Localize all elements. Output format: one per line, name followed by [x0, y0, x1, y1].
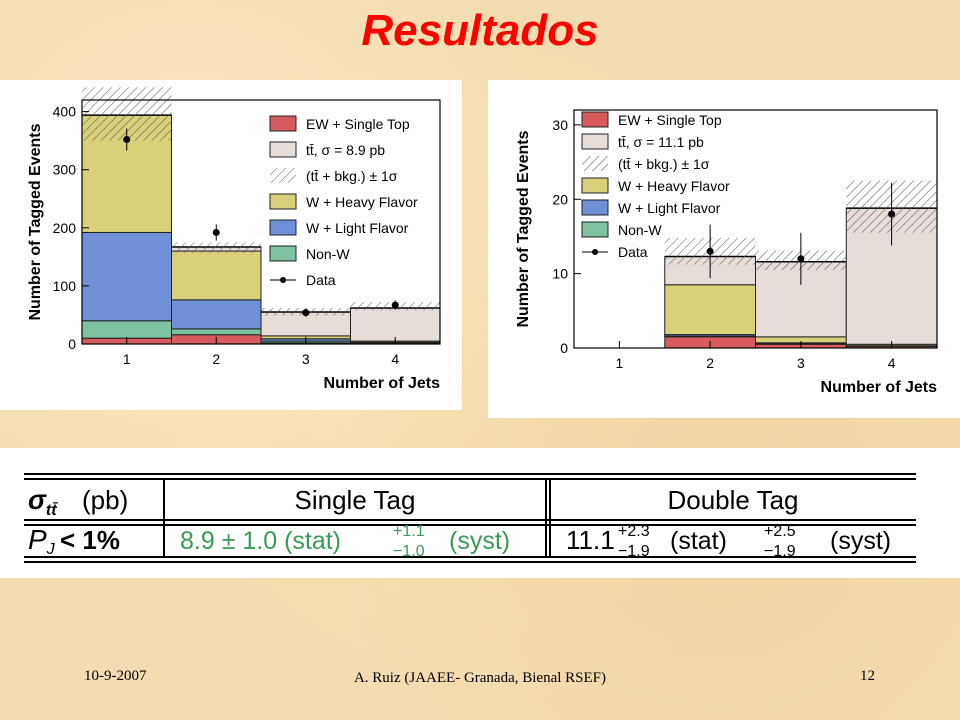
- x-tick-label: 3: [797, 355, 805, 371]
- legend-label: Non-W: [618, 222, 662, 238]
- row-pj: P: [28, 524, 47, 555]
- svg-text:σtt̄: σtt̄: [28, 485, 58, 519]
- double-stat-label: (stat): [670, 527, 727, 555]
- x-axis-label: Number of Jets: [324, 375, 441, 392]
- x-axis-label: Number of Jets: [821, 379, 938, 396]
- bar-segment: [171, 328, 262, 336]
- chart-single-tag: 0 100 200 300 400 1 2 3 4 Number of Jets Number of…: [27, 87, 441, 392]
- x-tick-label: 3: [302, 351, 310, 367]
- bar-segment: [664, 284, 756, 336]
- single-syst-label: (syst): [449, 527, 510, 555]
- legend-point-marker: [592, 249, 598, 255]
- data-point: [706, 247, 714, 255]
- legend-swatch: [269, 193, 297, 210]
- header-double-tag: Double Tag: [667, 485, 798, 515]
- row-pj-sub: J: [46, 541, 56, 558]
- y-tick-label: 100: [53, 278, 77, 294]
- results-table-box: σtt̄ (pb) Single Tag Double Tag PJ < 1% …: [0, 448, 960, 578]
- data-point: [888, 210, 896, 218]
- data-point: [302, 309, 310, 317]
- svg-text:PJ: PJ: [28, 524, 56, 558]
- double-syst-up: +2.5: [764, 523, 796, 540]
- bar-segment: [350, 307, 441, 342]
- legend-swatch: [269, 141, 297, 158]
- single-value: 8.9 ± 1.0 (stat): [180, 527, 341, 555]
- footer-date: 10-9-2007: [84, 668, 147, 684]
- data-point: [391, 301, 399, 309]
- plot-frame: [81, 99, 441, 345]
- x-tick-label: 4: [888, 355, 896, 371]
- y-tick-label: 200: [53, 220, 77, 236]
- y-tick-label: 300: [53, 162, 77, 178]
- legend-label: EW + Single Top: [618, 112, 722, 128]
- legend-swatch: [270, 168, 296, 183]
- data-point: [212, 228, 220, 236]
- header-unit: (pb): [82, 485, 128, 515]
- y-tick-label: 400: [53, 104, 77, 120]
- row-condition: < 1%: [60, 525, 120, 555]
- legend-swatch: [582, 156, 608, 171]
- y-tick-label: 0: [560, 340, 568, 356]
- double-syst-label: (syst): [830, 527, 891, 555]
- y-tick-label: 10: [552, 266, 568, 282]
- legend-swatch: [269, 219, 297, 236]
- left-chart-panel: 0 100 200 300 400 1 2 3 4 Number of Jets Number of…: [0, 80, 462, 410]
- plot-frame: [573, 109, 938, 349]
- double-syst-down: −1.9: [764, 543, 796, 560]
- x-tick-label: 2: [706, 355, 714, 371]
- legend-label: EW + Single Top: [306, 116, 410, 132]
- right-chart-panel: 0 10 20 30 1 2 3 4 Number of Jets Number of Tagge…: [488, 80, 960, 418]
- double-stat-up: +2.3: [618, 523, 650, 540]
- single-syst-down: −1.0: [393, 543, 425, 560]
- header-single-tag: Single Tag: [295, 485, 416, 515]
- legend-label: Non-W: [306, 246, 350, 262]
- legend-swatch: [581, 133, 609, 150]
- legend-label: W + Light Flavor: [618, 200, 721, 216]
- legend-label: W + Light Flavor: [306, 220, 409, 236]
- legend-label: Data: [306, 272, 336, 288]
- legend-label: tt̄, σ = 11.1 pb: [618, 134, 704, 150]
- results-table: σtt̄ (pb) Single Tag Double Tag PJ < 1% …: [24, 473, 916, 563]
- slide-title: Resultados: [361, 6, 599, 55]
- legend-swatch: [269, 245, 297, 262]
- legend-label: (tt̄ + bkg.) ± 1σ: [618, 156, 710, 172]
- header-sigma-sub: tt̄: [46, 501, 58, 519]
- footer-author: A. Ruiz (JAAEE- Granada, Bienal RSEF): [353, 670, 607, 686]
- legend-swatch: [581, 177, 609, 194]
- legend-swatch: [581, 221, 609, 238]
- y-tick-label: 30: [552, 117, 568, 133]
- data-point: [123, 136, 131, 144]
- double-stat-down: −1.9: [618, 543, 650, 560]
- bar-segment: [81, 231, 172, 322]
- legend-label: Data: [618, 244, 648, 260]
- y-tick-label: 20: [552, 191, 568, 207]
- bar-segment: [81, 320, 172, 339]
- data-point: [797, 255, 805, 263]
- y-axis-label: Number of Tagged Events: [27, 123, 44, 320]
- x-tick-label: 1: [615, 355, 623, 371]
- legend-label: tt̄, σ = 8.9 pb: [306, 142, 385, 158]
- legend-label: (tt̄ + bkg.) ± 1σ: [306, 168, 398, 184]
- single-syst-up: +1.1: [393, 523, 425, 540]
- legend-swatch: [269, 115, 297, 132]
- bar-segment: [171, 250, 262, 301]
- bar-segment: [171, 299, 262, 330]
- footer-page-number: 12: [860, 668, 875, 684]
- x-tick-label: 2: [212, 351, 220, 367]
- legend-point-marker: [280, 277, 286, 283]
- legend-swatch: [581, 111, 609, 128]
- legend-label: W + Heavy Flavor: [306, 194, 418, 210]
- y-tick-label: 0: [68, 336, 76, 352]
- x-tick-label: 1: [123, 351, 131, 367]
- legend-label: W + Heavy Flavor: [618, 178, 730, 194]
- x-tick-label: 4: [391, 351, 399, 367]
- header-sigma: σ: [28, 485, 47, 515]
- y-axis-label: Number of Tagged Events: [515, 130, 532, 327]
- legend-swatch: [581, 199, 609, 216]
- chart-double-tag: 0 10 20 30 1 2 3 4 Number of Jets Number of Tagge…: [515, 109, 938, 396]
- double-value: 11.1: [566, 525, 615, 555]
- uncertainty-band: [171, 242, 261, 253]
